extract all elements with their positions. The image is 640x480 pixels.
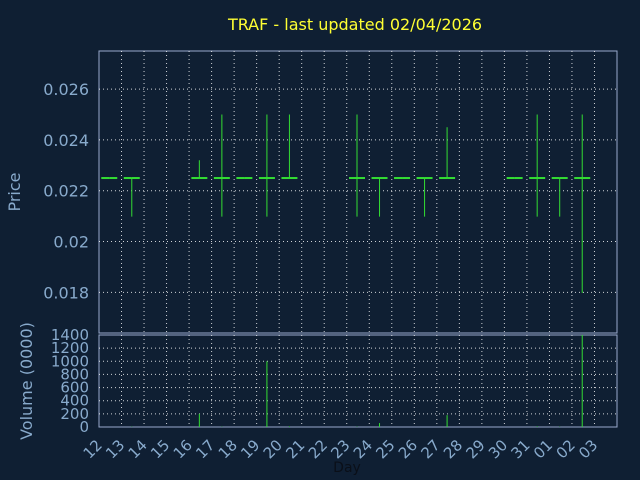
volume-tick-label: 800 xyxy=(60,365,89,383)
price-tick-label: 0.018 xyxy=(43,283,89,302)
ohlc-bar xyxy=(213,114,230,217)
volume-tick-label: 1000 xyxy=(51,352,89,370)
price-tick-label: 0.022 xyxy=(43,182,89,201)
price-tick-label: 0.026 xyxy=(43,80,89,99)
ohlc-bar xyxy=(439,127,456,180)
ohlc-bar xyxy=(506,177,523,180)
volume-tick-label: 1200 xyxy=(51,339,89,357)
volume-plot-frame xyxy=(98,334,618,428)
price-plot-frame xyxy=(98,50,618,334)
price-panel: 0.018 0.02 0.022 0.024 0.026 xyxy=(43,50,618,334)
ohlc-bar xyxy=(394,177,411,180)
volume-tick-label: 1400 xyxy=(51,326,89,344)
chart-title: TRAF - last updated 02/04/2026 xyxy=(227,15,482,34)
x-tick-labels: 1213141516171819202122232425262728293031… xyxy=(80,436,602,462)
ohlc-bar xyxy=(191,160,208,180)
volume-tick-label: 0 xyxy=(79,418,89,436)
ohlc-bar xyxy=(551,177,568,217)
ohlc-bar xyxy=(529,114,546,217)
ohlc-bar xyxy=(236,177,253,180)
ohlc-bar xyxy=(371,177,388,217)
ohlc-bar xyxy=(101,177,118,180)
volume-tick-label: 200 xyxy=(60,405,89,423)
ohlc-bar xyxy=(281,114,298,180)
x-tick-label: 03 xyxy=(575,436,601,462)
ohlc-bar xyxy=(574,114,591,293)
ohlc-bar xyxy=(349,114,365,217)
ohlc-bar xyxy=(123,177,140,217)
volume-tick-label: 400 xyxy=(60,392,89,410)
ohlc-bar xyxy=(416,177,433,217)
ohlc-bar xyxy=(258,114,275,217)
price-axis-label: Price xyxy=(5,172,24,211)
volume-tick-label: 600 xyxy=(60,379,89,397)
price-tick-label: 0.02 xyxy=(53,233,89,252)
x-axis-label: Day xyxy=(333,460,361,476)
price-tick-label: 0.024 xyxy=(43,131,89,150)
volume-axis-label: Volume (0000) xyxy=(17,322,36,440)
